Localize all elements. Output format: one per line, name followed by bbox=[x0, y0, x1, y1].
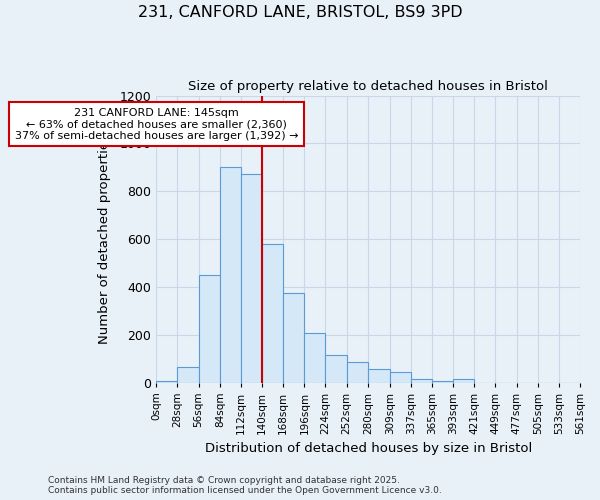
Bar bbox=[304, 334, 325, 382]
Bar bbox=[325, 355, 347, 382]
Bar bbox=[178, 367, 199, 382]
Bar bbox=[389, 372, 411, 382]
Text: 231 CANFORD LANE: 145sqm
← 63% of detached houses are smaller (2,360)
37% of sem: 231 CANFORD LANE: 145sqm ← 63% of detach… bbox=[15, 108, 298, 140]
Bar bbox=[368, 370, 389, 382]
Bar bbox=[347, 362, 368, 382]
Text: Contains HM Land Registry data © Crown copyright and database right 2025.
Contai: Contains HM Land Registry data © Crown c… bbox=[48, 476, 442, 495]
Bar bbox=[262, 244, 283, 382]
Text: 231, CANFORD LANE, BRISTOL, BS9 3PD: 231, CANFORD LANE, BRISTOL, BS9 3PD bbox=[137, 5, 463, 20]
Bar bbox=[283, 293, 304, 382]
Title: Size of property relative to detached houses in Bristol: Size of property relative to detached ho… bbox=[188, 80, 548, 93]
Y-axis label: Number of detached properties: Number of detached properties bbox=[98, 134, 111, 344]
Bar bbox=[199, 275, 220, 382]
Bar bbox=[241, 174, 262, 382]
Bar bbox=[411, 379, 432, 382]
Bar bbox=[220, 168, 241, 382]
X-axis label: Distribution of detached houses by size in Bristol: Distribution of detached houses by size … bbox=[205, 442, 532, 455]
Bar bbox=[453, 379, 474, 382]
